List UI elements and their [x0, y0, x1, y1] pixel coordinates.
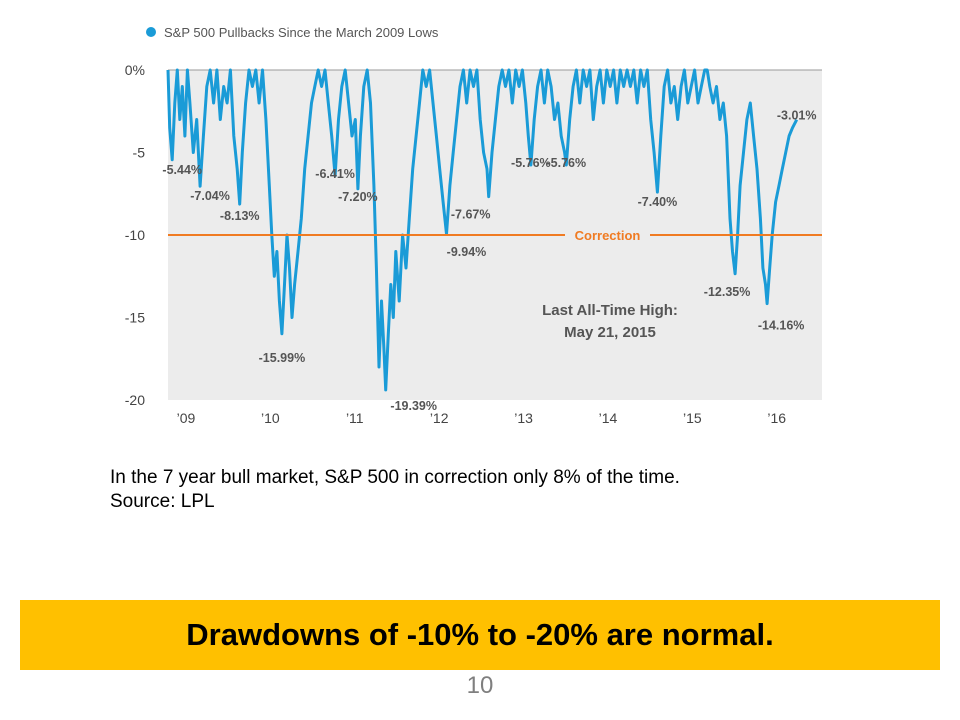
- correction-label: Correction: [575, 228, 641, 243]
- x-tick-label: ’09: [177, 410, 196, 426]
- page-number: 10: [466, 672, 494, 699]
- x-tick-label: ’16: [767, 410, 786, 426]
- pullback-label: -12.35%: [704, 285, 751, 299]
- correction-label-bg: [565, 226, 650, 244]
- x-tick-label: ’12: [430, 410, 449, 426]
- x-tick-label: ’14: [599, 410, 618, 426]
- pullback-label: -19.39%: [390, 399, 437, 413]
- pullback-label: -7.20%: [338, 190, 378, 204]
- pullback-label: -9.94%: [447, 245, 487, 259]
- pullback-series-line: [166, 68, 799, 392]
- y-tick-label: -10: [125, 227, 145, 243]
- x-tick-label: ’13: [514, 410, 533, 426]
- pullback-label: -7.40%: [638, 195, 678, 209]
- pullback-label: -5.44%: [162, 163, 202, 177]
- banner-text: Drawdowns of -10% to -20% are normal.: [186, 617, 774, 652]
- x-tick-label: ’10: [261, 410, 280, 426]
- pullback-label: -6.41%: [315, 167, 355, 181]
- y-tick-label: -15: [125, 310, 145, 326]
- pullback-chart: S&P 500 Pullbacks Since the March 2009 L…: [100, 10, 840, 450]
- chart-svg: S&P 500 Pullbacks Since the March 2009 L…: [125, 25, 822, 426]
- x-tick-label: ’11: [346, 410, 364, 426]
- annotation-line: Last All-Time High:: [542, 302, 678, 319]
- pullback-label: -7.67%: [451, 208, 491, 222]
- y-tick-label: 0%: [125, 62, 145, 78]
- pullback-label: -14.16%: [758, 319, 805, 333]
- pullback-label: -15.99%: [259, 351, 306, 365]
- y-tick-label: -20: [125, 392, 145, 408]
- takeaway-banner: Drawdowns of -10% to -20% are normal.: [20, 600, 940, 670]
- caption-line-1: In the 7 year bull market, S&P 500 in co…: [110, 467, 680, 488]
- legend-label: S&P 500 Pullbacks Since the March 2009 L…: [164, 25, 439, 40]
- pullback-label: -3.01%: [777, 109, 817, 123]
- pullback-label: -5.76%: [547, 156, 587, 170]
- legend-marker: [146, 27, 156, 37]
- annotation-line: May 21, 2015: [564, 324, 656, 341]
- pullback-label: -8.13%: [220, 209, 260, 223]
- caption-source: Source: LPL: [110, 491, 215, 512]
- caption: In the 7 year bull market, S&P 500 in co…: [110, 466, 680, 514]
- y-tick-label: -5: [133, 145, 146, 161]
- pullback-label: -5.76%: [511, 156, 551, 170]
- x-tick-label: ’15: [683, 410, 702, 426]
- pullback-label: -7.04%: [190, 189, 230, 203]
